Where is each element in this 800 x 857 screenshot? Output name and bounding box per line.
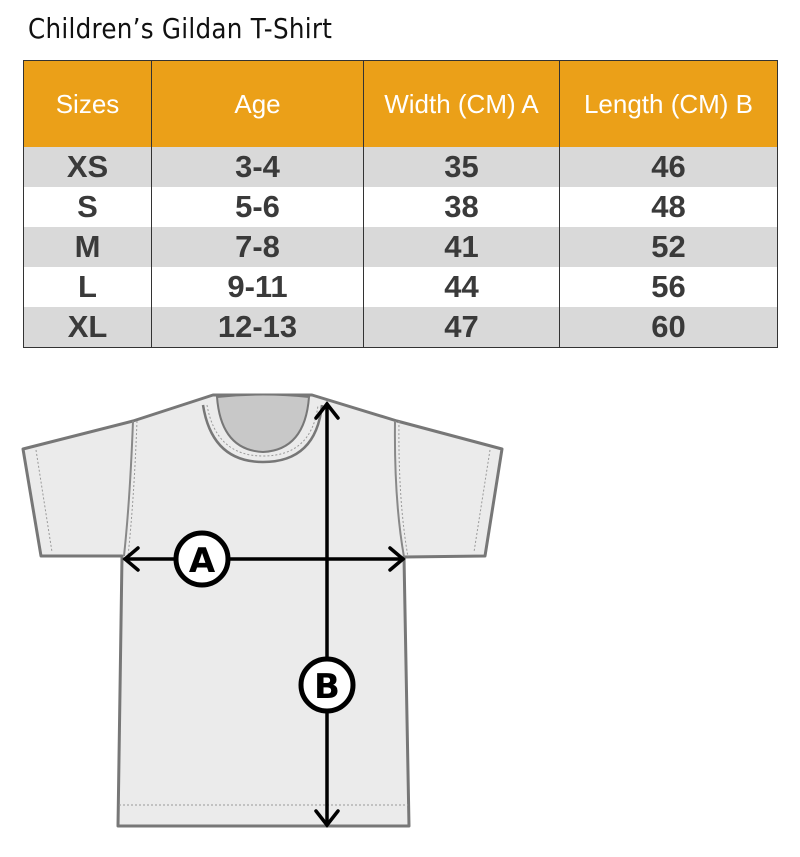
- cell-size: L: [23, 267, 152, 307]
- page-title: Children’s Gildan T-Shirt: [28, 12, 333, 45]
- cell-length: 46: [559, 147, 778, 187]
- cell-age: 12-13: [151, 307, 364, 348]
- cell-size: M: [23, 227, 152, 267]
- table-row: L 9-11 44 56: [23, 267, 778, 307]
- table-row: S 5-6 38 48: [23, 187, 778, 227]
- tshirt-diagram: A B: [21, 393, 504, 828]
- cell-length: 48: [559, 187, 778, 227]
- cell-length: 56: [559, 267, 778, 307]
- cell-width: 47: [363, 307, 560, 348]
- header-length: Length (CM) B: [559, 60, 778, 147]
- size-table: Sizes Age Width (CM) A Length (CM) B XS 3…: [23, 60, 778, 348]
- neck-inner: [215, 393, 311, 454]
- cell-age: 3-4: [151, 147, 364, 187]
- label-a-circle: A: [173, 530, 231, 588]
- cell-width: 38: [363, 187, 560, 227]
- table-row: XS 3-4 35 46: [23, 147, 778, 187]
- cell-size: XS: [23, 147, 152, 187]
- label-b-circle: B: [298, 656, 356, 714]
- length-arrow: [314, 401, 340, 828]
- label-b: B: [314, 667, 340, 707]
- tshirt-outline: [21, 393, 504, 828]
- label-a: A: [189, 541, 216, 581]
- header-width: Width (CM) A: [363, 60, 560, 147]
- cell-age: 7-8: [151, 227, 364, 267]
- cell-length: 60: [559, 307, 778, 348]
- cell-size: XL: [23, 307, 152, 348]
- width-arrow: [122, 546, 406, 572]
- cell-age: 5-6: [151, 187, 364, 227]
- collar-band: [201, 404, 324, 464]
- header-age: Age: [151, 60, 364, 147]
- cell-length: 52: [559, 227, 778, 267]
- cell-width: 35: [363, 147, 560, 187]
- table-row: XL 12-13 47 60: [23, 307, 778, 348]
- table-header-row: Sizes Age Width (CM) A Length (CM) B: [23, 60, 778, 147]
- cell-size: S: [23, 187, 152, 227]
- cell-width: 44: [363, 267, 560, 307]
- header-sizes: Sizes: [23, 60, 152, 147]
- table-row: M 7-8 41 52: [23, 227, 778, 267]
- cell-width: 41: [363, 227, 560, 267]
- cell-age: 9-11: [151, 267, 364, 307]
